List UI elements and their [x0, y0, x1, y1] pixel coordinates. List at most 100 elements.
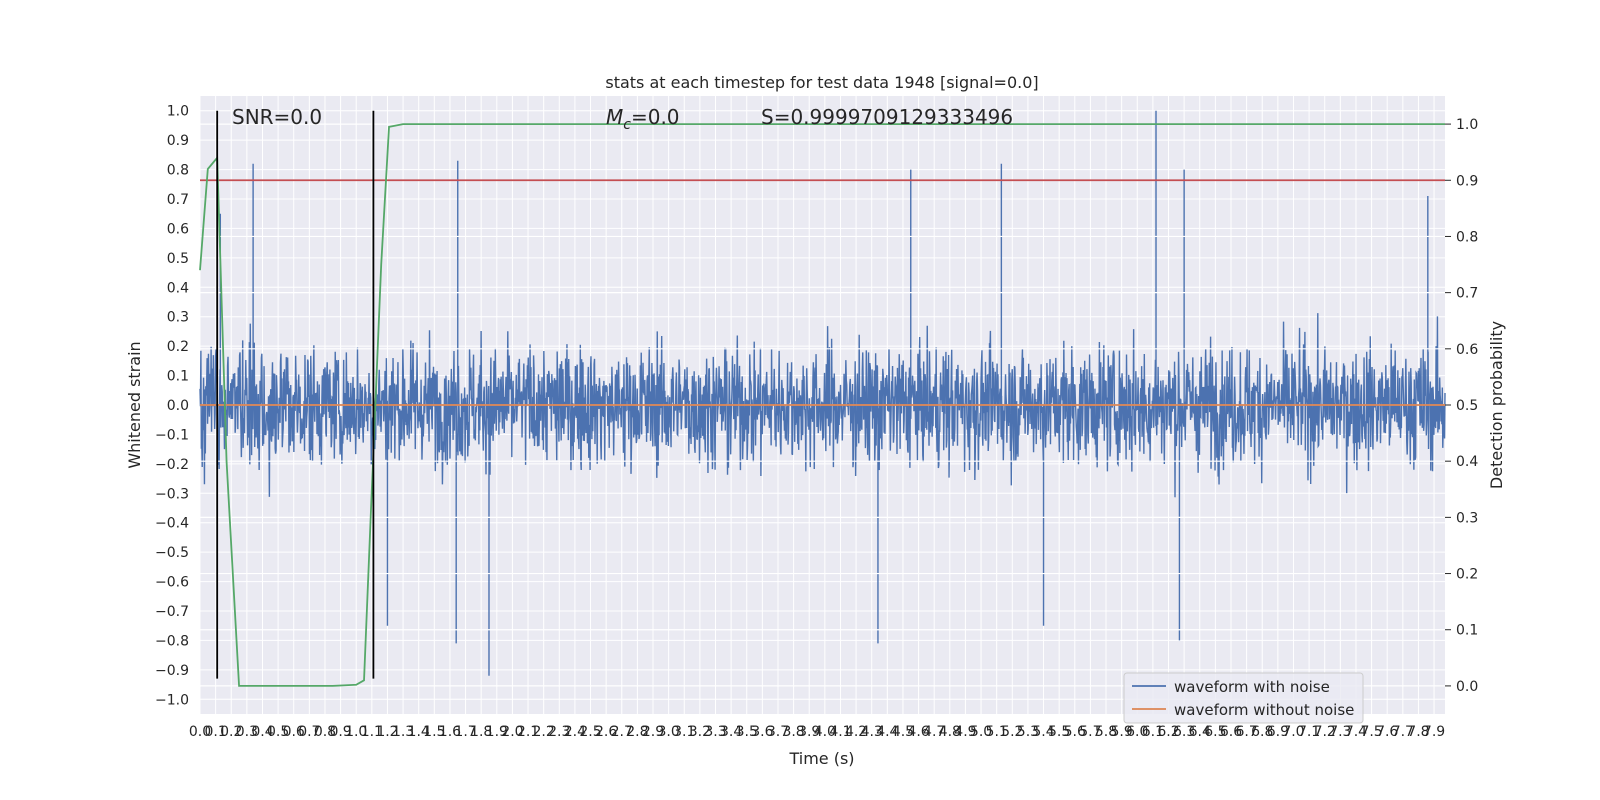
x-tick-label: 2.0 [501, 724, 523, 740]
x-tick-label: 2.7 [611, 724, 633, 740]
x-tick-label: 1.8 [470, 724, 492, 740]
y-tick-label: −0.2 [155, 457, 189, 473]
y-tick-label: −0.4 [155, 516, 189, 532]
y-tick-label: 0.8 [167, 163, 189, 179]
x-tick-label: 4.1 [829, 724, 851, 740]
x-tick-label: 0.5 [267, 724, 289, 740]
y-tick-label: −0.9 [155, 663, 189, 679]
series-layer [199, 110, 1446, 687]
x-tick-label: 4.9 [954, 724, 976, 740]
x-tick-label: 1.6 [439, 724, 461, 740]
y-tick-label: −0.8 [155, 633, 189, 649]
x-tick-label: 7.7 [1392, 724, 1414, 740]
x-tick-label: 5.3 [1017, 724, 1039, 740]
x-tick-label: 0.3 [236, 724, 258, 740]
y2-tick-label: 0.1 [1456, 623, 1478, 639]
y-tick-label: −0.5 [155, 545, 189, 561]
y-tick-label: 1.0 [167, 104, 189, 120]
y2-tick-label: 0.3 [1456, 510, 1478, 526]
y2-tick-label: 0.2 [1456, 567, 1478, 583]
x-tick-label: 6.4 [1189, 724, 1211, 740]
y2-tick-label: 1.0 [1456, 117, 1478, 133]
legend-box [1123, 672, 1364, 724]
x-tick-label: 7.9 [1423, 724, 1445, 740]
y2-tick-label: 0.9 [1456, 173, 1478, 189]
x-tick-label: 3.5 [736, 724, 758, 740]
x-tick-label: 3.6 [751, 724, 773, 740]
series-detection-probability [199, 123, 1445, 687]
x-tick-label: 6.2 [1157, 724, 1179, 740]
x-tick-label: 1.5 [423, 724, 445, 740]
x-tick-label: 3.9 [798, 724, 820, 740]
x-tick-label: 2.2 [533, 724, 555, 740]
x-tick-label: 4.5 [892, 724, 914, 740]
x-tick-label: 2.1 [517, 724, 539, 740]
mc-annotation: Mc=0.0 [606, 105, 680, 133]
y2-tick-label: 0.7 [1456, 286, 1478, 302]
x-tick-label: 0.9 [329, 724, 351, 740]
legend-label-noise: waveform with noise [1174, 678, 1330, 696]
y-tick-label: 0.1 [167, 369, 189, 385]
y-tick-label: 0.5 [167, 251, 189, 267]
x-tick-label: 4.3 [861, 724, 883, 740]
x-tick-label: 4.0 [814, 724, 836, 740]
y-tick-label: −0.1 [155, 427, 189, 443]
x-tick-label: 7.5 [1360, 724, 1382, 740]
x-tick-label: 0.7 [298, 724, 320, 740]
y-tick-label: −0.6 [155, 575, 189, 591]
x-tick-label: 7.1 [1298, 724, 1320, 740]
x-tick-label: 7.8 [1407, 724, 1429, 740]
x-tick-label: 3.7 [767, 724, 789, 740]
x-tick-label: 6.9 [1267, 724, 1289, 740]
x-tick-label: 6.6 [1220, 724, 1242, 740]
x-tick-label: 5.8 [1095, 724, 1117, 740]
x-axis-label: Time (s) [788, 749, 854, 768]
x-tick-label: 3.8 [782, 724, 804, 740]
x-tick-label: 4.7 [923, 724, 945, 740]
x-tick-label: 4.6 [907, 724, 929, 740]
y2-tick-label: 0.4 [1456, 454, 1478, 470]
x-tick-label: 5.5 [1048, 724, 1070, 740]
x-tick-label: 7.4 [1345, 724, 1367, 740]
x-tick-label: 2.4 [564, 724, 586, 740]
y2-tick-label: 0.5 [1456, 398, 1478, 414]
x-tick-label: 1.3 [392, 724, 414, 740]
tick-layer: 0.00.10.20.30.40.50.60.70.80.91.01.11.21… [155, 104, 1478, 740]
x-tick-label: 3.0 [657, 724, 679, 740]
x-tick-label: 2.9 [642, 724, 664, 740]
x-tick-label: 7.3 [1329, 724, 1351, 740]
x-tick-label: 1.9 [486, 724, 508, 740]
x-tick-label: 5.9 [1111, 724, 1133, 740]
y2-axis-label: Detection probability [1487, 321, 1506, 489]
y-axis-label: Whitened strain [125, 341, 144, 468]
x-tick-label: 0.2 [220, 724, 242, 740]
x-tick-label: 4.8 [939, 724, 961, 740]
x-tick-label: 5.2 [1001, 724, 1023, 740]
x-tick-label: 6.1 [1142, 724, 1164, 740]
x-tick-label: 6.0 [1126, 724, 1148, 740]
x-tick-label: 6.5 [1204, 724, 1226, 740]
x-tick-label: 6.3 [1173, 724, 1195, 740]
x-tick-label: 7.2 [1314, 724, 1336, 740]
x-tick-label: 2.5 [579, 724, 601, 740]
y-tick-label: 0.3 [167, 310, 189, 326]
x-tick-label: 0.4 [251, 724, 273, 740]
x-tick-label: 4.4 [876, 724, 898, 740]
series-waveform-with-noise [199, 110, 1446, 676]
y2-tick-label: 0.6 [1456, 342, 1478, 358]
x-tick-label: 1.4 [408, 724, 430, 740]
y2-tick-label: 0.0 [1456, 679, 1478, 695]
y-tick-label: 0.4 [167, 280, 189, 296]
snr-annotation: SNR=0.0 [232, 105, 322, 129]
mc-symbol: M [606, 105, 623, 129]
x-tick-label: 5.7 [1079, 724, 1101, 740]
x-tick-label: 1.7 [454, 724, 476, 740]
x-tick-label: 0.0 [189, 724, 211, 740]
x-tick-label: 0.1 [204, 724, 226, 740]
x-tick-label: 1.2 [376, 724, 398, 740]
x-tick-label: 0.8 [314, 724, 336, 740]
mc-value: =0.0 [631, 105, 680, 129]
y-tick-label: −1.0 [155, 692, 189, 708]
x-tick-label: 2.8 [626, 724, 648, 740]
x-tick-label: 7.0 [1282, 724, 1304, 740]
